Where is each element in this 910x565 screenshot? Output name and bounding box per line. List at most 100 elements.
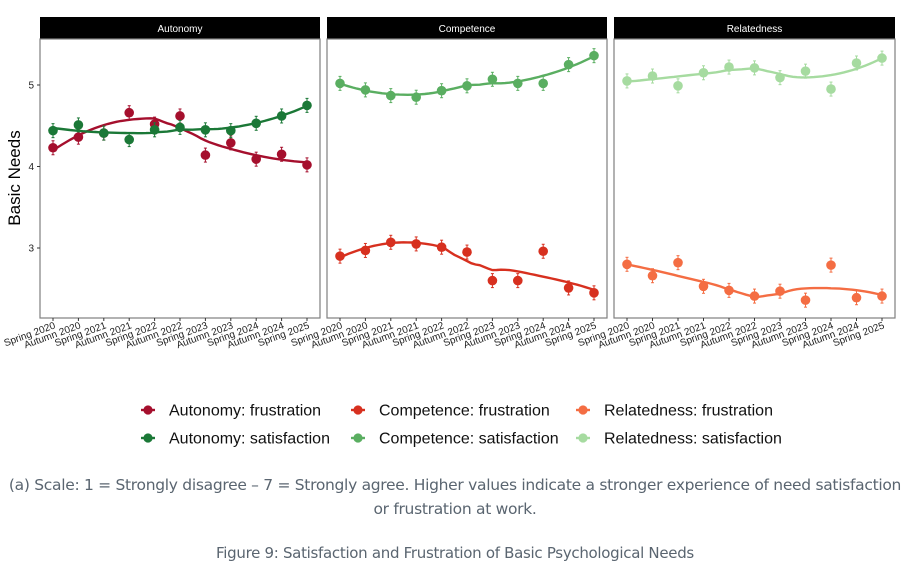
legend-label: Autonomy: satisfaction bbox=[169, 431, 330, 448]
series-relatedness-satisfaction bbox=[622, 50, 887, 97]
data-point bbox=[124, 134, 134, 145]
data-point bbox=[175, 111, 185, 121]
data-point bbox=[673, 257, 683, 268]
data-point bbox=[48, 125, 58, 136]
facet-strip-label: Autonomy bbox=[157, 24, 202, 35]
legend-marker bbox=[143, 433, 153, 443]
data-point bbox=[226, 125, 236, 136]
data-point bbox=[589, 288, 599, 298]
data-point bbox=[724, 62, 734, 72]
data-point bbox=[877, 291, 887, 301]
data-point bbox=[775, 72, 785, 83]
data-point bbox=[335, 251, 345, 261]
y-tick-label: 4 bbox=[28, 162, 34, 173]
data-point bbox=[487, 74, 498, 85]
data-point bbox=[436, 85, 447, 96]
data-point bbox=[302, 100, 312, 111]
series-autonomy-satisfaction bbox=[48, 97, 312, 148]
data-point bbox=[775, 286, 785, 296]
legend-label: Autonomy: frustration bbox=[169, 403, 321, 420]
data-point bbox=[647, 270, 658, 281]
data-point bbox=[462, 247, 472, 257]
figure-caption: Figure 9: Satisfaction and Frustration o… bbox=[216, 544, 694, 562]
data-point bbox=[386, 90, 396, 101]
data-point bbox=[99, 128, 109, 138]
y-axis-label: Basic Needs bbox=[5, 130, 24, 225]
data-point bbox=[251, 154, 261, 164]
legend-item-autonomy-satisfaction: Autonomy: satisfaction bbox=[141, 431, 330, 448]
legend-item-competence-satisfaction: Competence: satisfaction bbox=[351, 431, 559, 448]
data-point bbox=[276, 111, 287, 121]
data-point bbox=[360, 245, 371, 256]
data-point bbox=[411, 92, 422, 103]
data-point bbox=[589, 50, 599, 61]
data-point bbox=[749, 291, 760, 301]
facet-strip bbox=[40, 17, 320, 39]
data-point bbox=[851, 58, 862, 68]
legend-item-relatedness-satisfaction: Relatedness: satisfaction bbox=[576, 431, 782, 448]
legend-marker bbox=[578, 405, 588, 415]
data-point bbox=[386, 237, 396, 248]
data-point bbox=[200, 125, 211, 135]
data-point bbox=[826, 260, 836, 270]
y-tick-label: 3 bbox=[28, 244, 34, 255]
data-point bbox=[851, 292, 862, 303]
data-point bbox=[335, 78, 345, 89]
data-point bbox=[622, 76, 632, 86]
data-point bbox=[538, 78, 548, 89]
data-point bbox=[673, 81, 683, 91]
legend-label: Relatedness: satisfaction bbox=[604, 431, 782, 448]
series-relatedness-frustration bbox=[622, 255, 887, 308]
trend-line bbox=[339, 241, 595, 292]
data-point bbox=[698, 281, 709, 292]
data-point bbox=[513, 275, 523, 286]
data-point bbox=[200, 150, 211, 160]
legend-marker bbox=[578, 433, 588, 443]
data-point bbox=[563, 283, 574, 293]
data-point bbox=[698, 67, 709, 78]
legend-label: Competence: frustration bbox=[379, 403, 550, 420]
facet-strip bbox=[327, 17, 607, 39]
data-point bbox=[647, 71, 658, 81]
data-point bbox=[436, 242, 447, 252]
data-point bbox=[175, 122, 185, 133]
legend-marker bbox=[353, 405, 363, 415]
data-point bbox=[877, 53, 887, 63]
facet-strip-label: Competence bbox=[439, 24, 496, 35]
panel-border bbox=[39, 38, 321, 319]
data-point bbox=[411, 239, 422, 249]
data-point bbox=[724, 285, 734, 296]
data-point bbox=[538, 246, 548, 257]
data-point bbox=[800, 295, 811, 305]
data-point bbox=[302, 160, 312, 170]
legend-item-autonomy-frustration: Autonomy: frustration bbox=[141, 403, 321, 420]
legend-item-competence-frustration: Competence: frustration bbox=[351, 403, 550, 420]
data-point bbox=[487, 275, 498, 286]
data-point bbox=[749, 63, 760, 73]
legend-item-relatedness-frustration: Relatedness: frustration bbox=[576, 403, 773, 420]
data-point bbox=[251, 118, 261, 129]
chart-note: (a) Scale: 1 = Strongly disagree – 7 = S… bbox=[8, 476, 902, 518]
legend-marker bbox=[143, 405, 153, 415]
data-point bbox=[73, 120, 84, 130]
data-point bbox=[462, 81, 472, 91]
facet-strip bbox=[614, 17, 895, 39]
series-competence-frustration bbox=[335, 234, 599, 301]
facet-strip-label: Relatedness bbox=[727, 24, 783, 35]
data-point bbox=[48, 142, 58, 153]
legend: Autonomy: frustration Competence: frustra… bbox=[141, 403, 782, 448]
data-point bbox=[360, 85, 371, 95]
data-point bbox=[124, 107, 134, 118]
data-point bbox=[149, 125, 160, 135]
legend-marker bbox=[353, 433, 363, 443]
data-point bbox=[513, 78, 523, 89]
data-point bbox=[800, 66, 811, 76]
legend-label: Competence: satisfaction bbox=[379, 431, 559, 448]
data-point bbox=[563, 59, 574, 70]
data-point bbox=[226, 138, 236, 148]
